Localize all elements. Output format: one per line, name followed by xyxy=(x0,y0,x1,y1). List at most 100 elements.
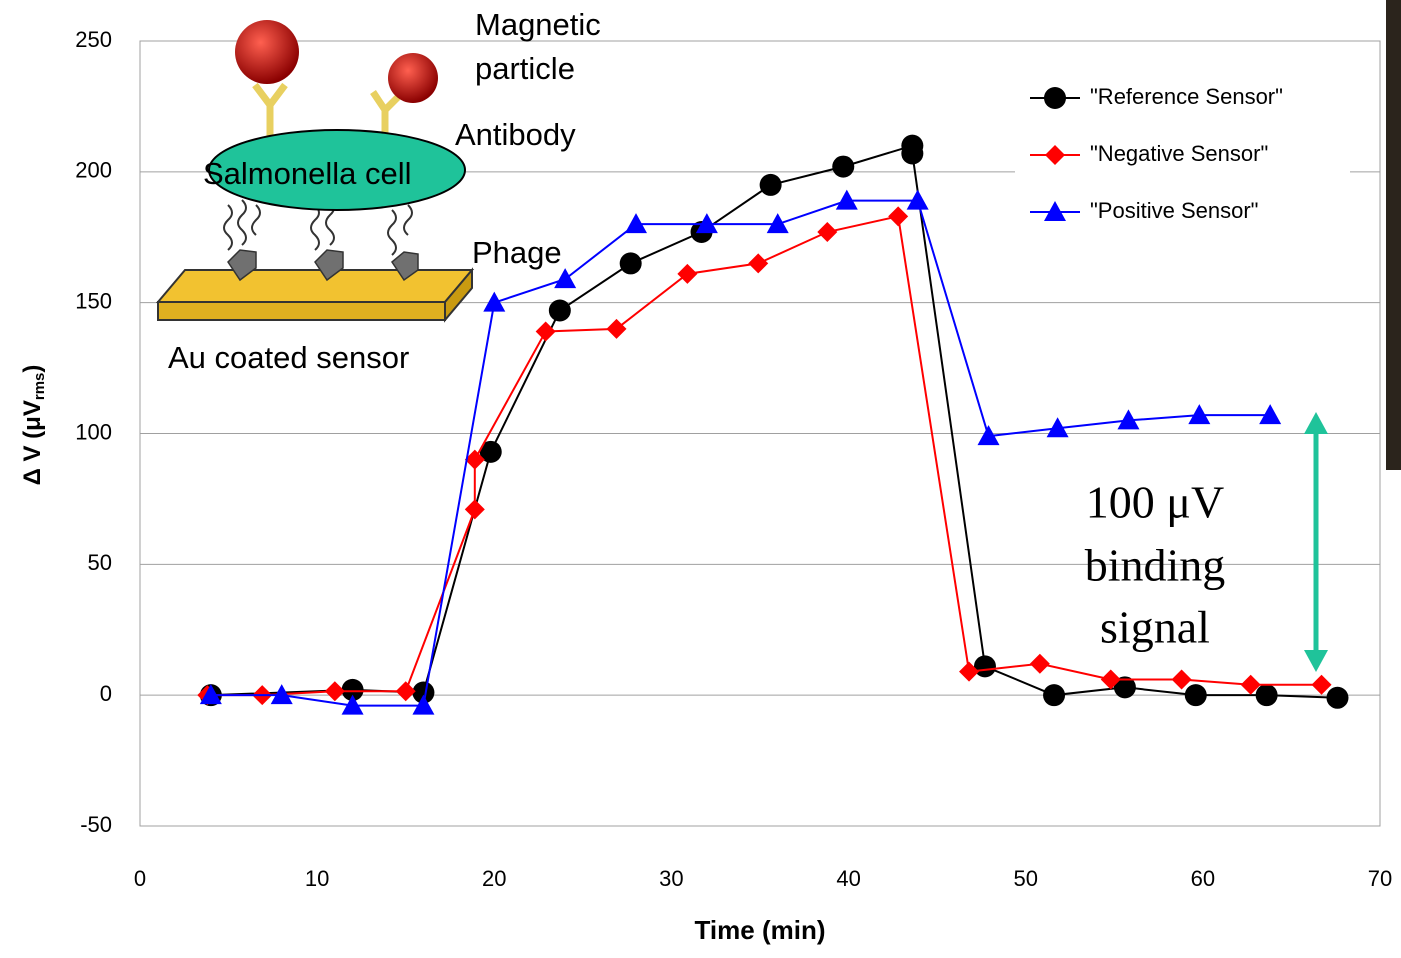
annotation: 100 μV xyxy=(1086,477,1224,528)
y-tick-label: 250 xyxy=(75,27,112,52)
marker xyxy=(464,449,485,470)
marker xyxy=(759,173,782,196)
x-tick-label: 70 xyxy=(1368,866,1392,891)
marker xyxy=(395,681,416,702)
marker xyxy=(554,268,577,289)
marker xyxy=(1046,417,1069,438)
annotation: Antibody xyxy=(455,117,576,152)
series-line xyxy=(210,199,1271,707)
legend-marker xyxy=(1045,145,1065,165)
magnetic-particle xyxy=(388,53,438,103)
marker xyxy=(625,213,647,234)
x-tick-label: 50 xyxy=(1013,866,1037,891)
phage-head xyxy=(314,249,344,282)
sensor-end xyxy=(444,267,473,323)
marker xyxy=(1171,669,1192,690)
marker xyxy=(1259,404,1282,425)
marker xyxy=(341,678,364,701)
marker xyxy=(1255,684,1278,707)
marker xyxy=(324,681,345,702)
phage-tail xyxy=(237,199,247,246)
page-edge xyxy=(1386,0,1401,470)
marker xyxy=(1117,409,1140,430)
marker xyxy=(483,291,506,312)
annotation: particle xyxy=(475,51,575,86)
marker xyxy=(888,206,909,227)
y-axis-label: Δ V (μVrms) xyxy=(19,365,48,486)
marker xyxy=(479,440,502,463)
legend-marker xyxy=(1044,87,1066,109)
marker xyxy=(677,263,698,284)
marker xyxy=(901,142,924,165)
marker xyxy=(1311,674,1332,695)
antibody-shape xyxy=(252,82,288,140)
x-tick-label: 60 xyxy=(1191,866,1215,891)
phage-tail xyxy=(387,209,397,256)
legend-label: "Negative Sensor" xyxy=(1090,141,1268,166)
marker xyxy=(977,425,1000,446)
annotation: signal xyxy=(1100,602,1210,653)
marker xyxy=(959,661,980,682)
phage-tail xyxy=(251,204,261,236)
marker xyxy=(1184,684,1207,707)
marker xyxy=(270,684,293,705)
y-tick-label: 150 xyxy=(75,288,112,313)
phage-head xyxy=(391,251,419,282)
marker xyxy=(412,694,435,715)
x-tick-label: 30 xyxy=(659,866,683,891)
marker xyxy=(1188,404,1211,425)
annotation: Salmonella cell xyxy=(203,156,412,191)
legend: "Reference Sensor" "Negative Sensor" "Posi… xyxy=(1015,72,1350,242)
phage-tail xyxy=(403,204,413,236)
marker xyxy=(548,299,571,322)
marker xyxy=(535,321,556,342)
series xyxy=(197,206,1332,706)
x-tick-label: 10 xyxy=(305,866,329,891)
marker xyxy=(464,499,485,520)
marker xyxy=(766,213,789,234)
annotation: binding xyxy=(1085,540,1226,591)
marker xyxy=(1100,669,1121,690)
marker xyxy=(619,252,642,275)
marker xyxy=(748,253,769,274)
annotation: Au coated sensor xyxy=(168,340,409,375)
annotation: Phage xyxy=(472,235,562,270)
marker xyxy=(817,222,838,243)
legend-label: "Reference Sensor" xyxy=(1090,84,1283,109)
marker xyxy=(199,684,222,705)
marker xyxy=(832,155,855,178)
marker xyxy=(973,655,996,678)
salmonella-cell xyxy=(208,129,466,211)
x-tick-label: 20 xyxy=(482,866,506,891)
legend-marker xyxy=(1044,201,1066,221)
magnetic-particle xyxy=(235,20,299,84)
marker xyxy=(1029,653,1050,674)
y-label-main: Δ V (μV xyxy=(19,400,46,485)
marker xyxy=(412,681,435,704)
arrow-head xyxy=(1304,650,1328,672)
y-label-sub: rms xyxy=(31,373,48,401)
y-tick-label: -50 xyxy=(80,812,112,837)
marker xyxy=(906,189,929,210)
sensor-side xyxy=(157,301,446,321)
marker xyxy=(835,189,858,210)
y-label-end: ) xyxy=(19,365,46,373)
y-tick-label: 0 xyxy=(100,681,112,706)
marker xyxy=(695,213,718,234)
marker xyxy=(1326,686,1349,709)
annotation: Magnetic xyxy=(475,7,601,42)
phage-tail xyxy=(223,204,233,251)
marker xyxy=(606,318,627,339)
illustration: Magnetic particle Antibody Salmonella ce… xyxy=(155,7,601,375)
series xyxy=(199,189,1282,715)
signal-note: 100 μV binding signal xyxy=(1085,412,1328,672)
x-tick-label: 40 xyxy=(836,866,860,891)
legend-label: "Positive Sensor" xyxy=(1090,198,1258,223)
sensor-top xyxy=(155,269,475,303)
y-tick-label: 100 xyxy=(75,419,112,444)
x-tick-label: 0 xyxy=(134,866,146,891)
marker xyxy=(1240,674,1261,695)
marker xyxy=(1113,676,1136,699)
y-tick-label: 50 xyxy=(88,550,112,575)
